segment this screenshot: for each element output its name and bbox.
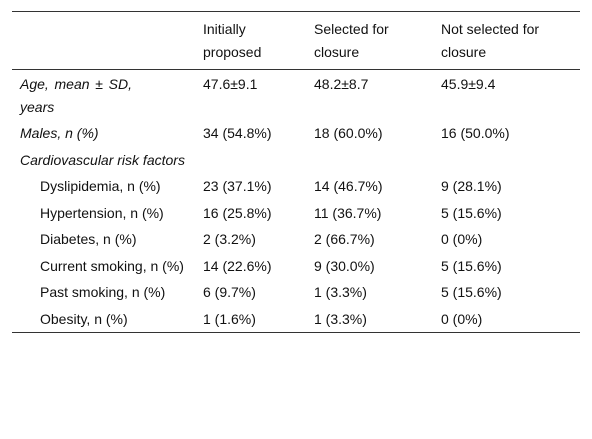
row-label: Current smoking, n (%) bbox=[40, 257, 184, 274]
table-cell: 0 (0%) bbox=[441, 231, 483, 247]
table-cell: 9 (28.1%) bbox=[441, 178, 502, 194]
table-cell: 18 (60.0%) bbox=[314, 125, 383, 141]
table-row: Males, n (%) 34 (54.8%) 18 (60.0%) 16 (50.0… bbox=[12, 120, 580, 147]
table-cell: 48.2±8.7 bbox=[314, 76, 369, 92]
data-table: Initially proposed Selected for closure No… bbox=[12, 11, 580, 333]
table-cell: 2 (66.7%) bbox=[314, 231, 375, 247]
table-cell: 16 (25.8%) bbox=[203, 204, 272, 221]
header-cell bbox=[12, 11, 195, 70]
table-cell: 1 (3.3%) bbox=[314, 310, 367, 327]
table-row: Cardiovascular risk factors bbox=[12, 147, 580, 174]
table-row: Dyslipidemia, n (%) 23 (37.1%) 14 (46.7%) 9… bbox=[12, 173, 580, 200]
header-row: Initially proposed Selected for closure No… bbox=[12, 11, 580, 70]
table-row: Age, mean ± SD, years 47.6±9.1 48.2±8.7 45.… bbox=[12, 70, 580, 121]
table-cell: 5 (15.6%) bbox=[441, 284, 502, 300]
row-label: Dyslipidemia, n (%) bbox=[40, 178, 161, 194]
row-label: Age, mean ± SD, years bbox=[12, 70, 195, 121]
table-body: Age, mean ± SD, years 47.6±9.1 48.2±8.7 45.… bbox=[12, 70, 580, 333]
table-cell: 23 (37.1%) bbox=[203, 178, 272, 194]
row-label: Diabetes, n (%) bbox=[40, 231, 137, 247]
table-cell: 16 (50.0%) bbox=[441, 125, 510, 141]
table-row: Diabetes, n (%) 2 (3.2%) 2 (66.7%) 0 (0%) bbox=[12, 226, 580, 253]
row-label: Males, n (%) bbox=[20, 125, 99, 141]
table-cell: 9 (30.0%) bbox=[314, 257, 375, 274]
table-cell: 14 (22.6%) bbox=[203, 257, 272, 274]
column-header: Not selected for closure bbox=[433, 11, 580, 70]
table-cell: 0 (0%) bbox=[441, 310, 483, 327]
row-label: Past smoking, n (%) bbox=[40, 284, 166, 300]
table-cell: 11 (36.7%) bbox=[314, 204, 382, 221]
column-header: Initially proposed bbox=[195, 11, 306, 70]
table-cell: 2 (3.2%) bbox=[203, 231, 256, 247]
table-row: Obesity, n (%) 1 (1.6%) 1 (3.3%) 0 (0%) bbox=[12, 306, 580, 333]
table-cell: 1 (1.6%) bbox=[203, 310, 256, 327]
table-cell: 14 (46.7%) bbox=[314, 178, 383, 194]
table-cell: 1 (3.3%) bbox=[314, 284, 367, 300]
row-label-text: Age, mean ± SD, years bbox=[20, 76, 132, 115]
table-cell: 6 (9.7%) bbox=[203, 284, 256, 300]
table-cell: 5 (15.6%) bbox=[441, 204, 502, 221]
table-cell: 34 (54.8%) bbox=[203, 125, 272, 141]
table-cell: 5 (15.6%) bbox=[441, 257, 502, 274]
section-label: Cardiovascular risk factors bbox=[20, 151, 185, 168]
column-header: Selected for closure bbox=[306, 11, 433, 70]
table-row: Hypertension, n (%) 16 (25.8%) 11 (36.7%) 5… bbox=[12, 200, 580, 227]
table-row: Current smoking, n (%) 14 (22.6%) 9 (30.0%… bbox=[12, 253, 580, 280]
table-row: Past smoking, n (%) 6 (9.7%) 1 (3.3%) 5 (15… bbox=[12, 279, 580, 306]
row-label: Hypertension, n (%) bbox=[40, 204, 164, 221]
table-cell: 45.9±9.4 bbox=[441, 76, 496, 92]
table-header: Initially proposed Selected for closure No… bbox=[12, 11, 580, 70]
table-cell: 47.6±9.1 bbox=[203, 76, 258, 92]
row-label: Obesity, n (%) bbox=[40, 310, 128, 327]
